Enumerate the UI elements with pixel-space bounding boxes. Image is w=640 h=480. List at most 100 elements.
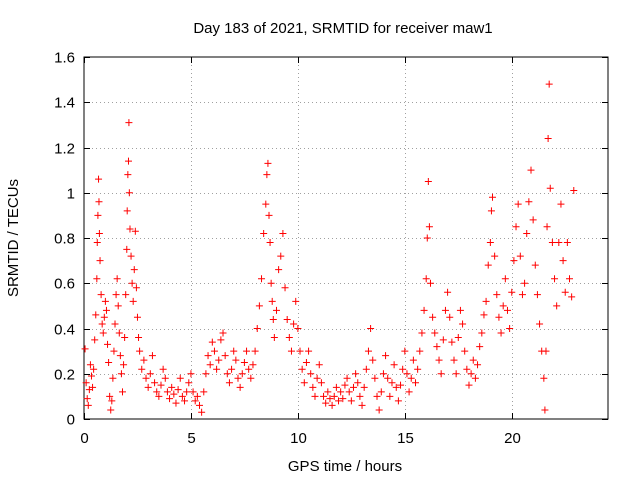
data-point — [313, 374, 321, 382]
data-point — [305, 347, 313, 355]
data-point — [277, 252, 285, 260]
data-point — [420, 306, 428, 314]
data-point — [263, 171, 271, 179]
data-point — [136, 347, 144, 355]
data-point — [480, 311, 488, 319]
data-point — [92, 311, 100, 319]
data-point — [140, 356, 148, 364]
data-point — [110, 347, 118, 355]
data-point — [172, 399, 180, 407]
data-point — [399, 365, 407, 373]
data-point — [94, 211, 102, 219]
data-point — [493, 291, 501, 299]
data-point — [90, 365, 98, 373]
data-point — [454, 334, 462, 342]
data-point — [369, 356, 377, 364]
data-point — [559, 257, 567, 265]
data-point — [101, 297, 109, 305]
data-point — [525, 198, 533, 206]
data-point — [240, 358, 248, 366]
data-point — [543, 223, 551, 231]
data-point — [123, 245, 131, 253]
data-point — [95, 198, 103, 206]
data-point — [298, 365, 306, 373]
data-point — [191, 397, 199, 405]
y-tick-label: 1.6 — [54, 50, 75, 67]
data-point — [228, 365, 236, 373]
data-point — [405, 388, 413, 396]
data-point — [148, 352, 156, 360]
y-tick-label: 1 — [67, 186, 75, 203]
data-point — [416, 347, 424, 355]
data-point — [87, 372, 95, 380]
data-point — [265, 211, 273, 219]
data-point — [100, 313, 108, 321]
data-point — [290, 320, 298, 328]
data-point — [465, 381, 473, 389]
data-point — [91, 336, 99, 344]
x-tick-label: 15 — [397, 430, 414, 447]
data-point — [450, 356, 458, 364]
data-point — [106, 392, 114, 400]
data-point — [461, 347, 469, 355]
data-point — [503, 306, 511, 314]
y-tick-label: 0.4 — [54, 322, 75, 339]
data-point — [116, 352, 124, 360]
data-point — [93, 275, 101, 283]
data-point — [195, 401, 203, 409]
data-point — [533, 291, 541, 299]
data-point — [446, 313, 454, 321]
y-tick-label: 0 — [67, 412, 75, 429]
data-point — [124, 171, 132, 179]
data-point — [371, 374, 379, 382]
data-point — [499, 302, 507, 310]
data-point — [253, 325, 261, 332]
data-point — [215, 356, 223, 364]
data-point — [230, 347, 238, 355]
data-point — [210, 347, 218, 355]
data-point — [200, 388, 208, 396]
data-point — [112, 291, 120, 299]
data-point — [84, 401, 92, 409]
data-point — [272, 306, 280, 314]
data-point — [339, 395, 347, 403]
data-point — [337, 388, 345, 396]
data-point — [367, 325, 375, 332]
x-axis-label: GPS time / hours — [288, 458, 402, 475]
data-point — [111, 320, 119, 328]
data-point — [123, 207, 131, 215]
data-point — [431, 329, 439, 337]
data-point — [247, 374, 255, 382]
data-point — [294, 325, 302, 332]
data-point — [557, 200, 565, 208]
data-point — [128, 279, 136, 287]
data-point — [433, 343, 441, 351]
data-point — [155, 392, 163, 400]
data-point — [249, 361, 257, 369]
data-point — [382, 352, 390, 360]
x-tick-label: 5 — [187, 430, 195, 447]
data-point — [223, 370, 231, 378]
data-point — [469, 356, 477, 364]
data-point — [251, 347, 259, 355]
data-point — [352, 370, 360, 378]
data-point — [185, 379, 193, 387]
data-point — [418, 329, 426, 337]
data-point — [561, 288, 569, 296]
data-point — [358, 401, 366, 409]
data-point — [523, 229, 531, 237]
data-point — [102, 306, 110, 314]
data-point — [238, 370, 246, 378]
data-point — [153, 388, 161, 396]
data-point — [95, 175, 103, 183]
data-point — [521, 279, 529, 287]
data-point — [448, 338, 456, 346]
data-point — [126, 225, 134, 233]
data-point — [326, 395, 334, 403]
data-point — [531, 261, 539, 269]
data-point — [412, 379, 420, 387]
data-point — [168, 383, 176, 391]
data-point — [82, 379, 90, 387]
data-point — [373, 392, 381, 400]
data-point — [356, 392, 364, 400]
